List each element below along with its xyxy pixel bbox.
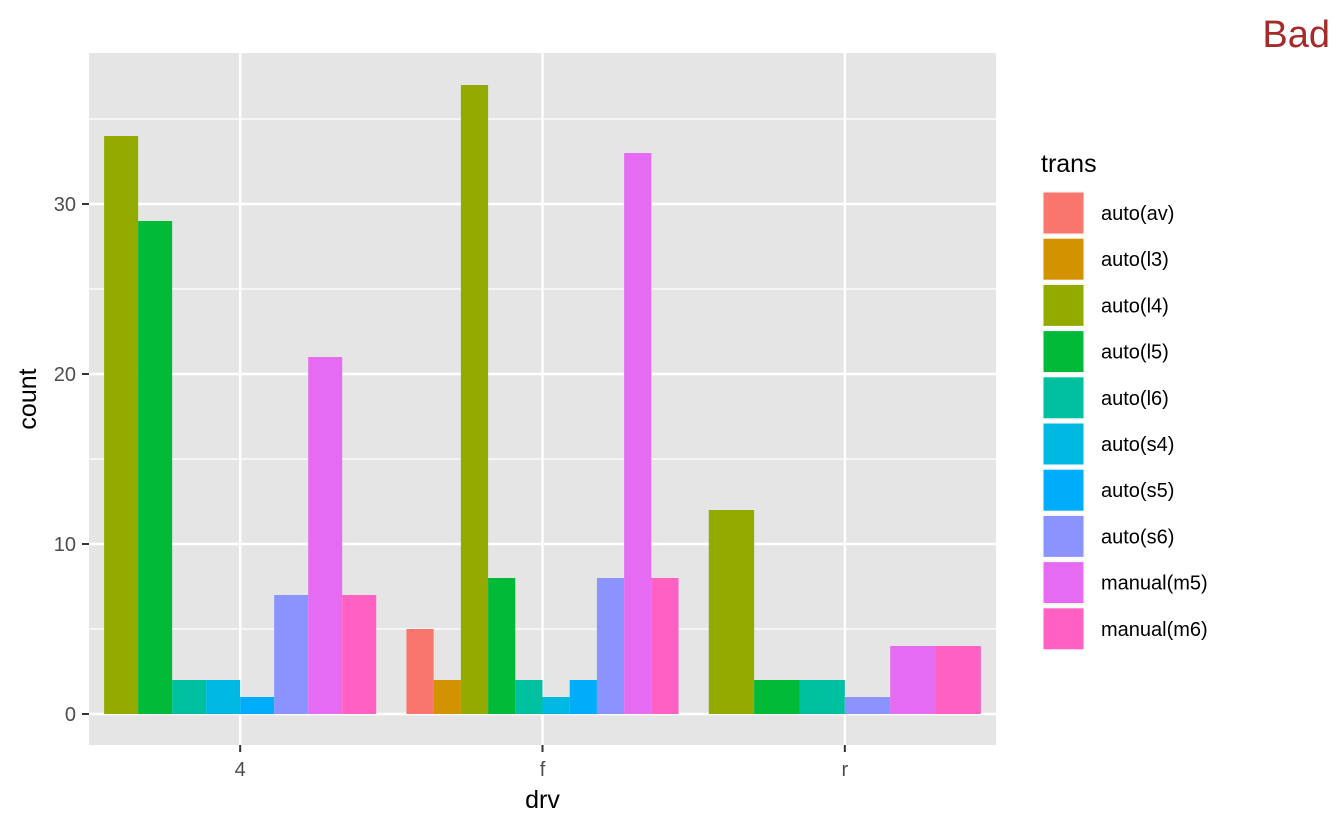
bar (308, 357, 343, 714)
bar (172, 680, 207, 714)
bar (844, 697, 891, 714)
legend-swatch (1042, 514, 1085, 558)
bar (460, 85, 489, 714)
bar (651, 578, 679, 714)
bar (488, 578, 516, 714)
bar (935, 646, 981, 714)
x-tick-label: 4 (235, 759, 246, 781)
legend-label: auto(l4) (1101, 295, 1169, 317)
bar (624, 153, 652, 714)
bar (708, 510, 755, 714)
legend: trans auto(av) auto(l3) auto(l4) auto(l5) au… (1041, 150, 1208, 651)
bar (138, 221, 173, 714)
y-axis: 0 10 20 30 (54, 194, 89, 726)
x-tick-label: r (841, 759, 848, 781)
bar (754, 680, 800, 714)
bars (104, 85, 981, 714)
bar (342, 595, 377, 714)
x-axis: 4 f r (235, 745, 848, 781)
y-tick-label: 0 (65, 704, 76, 726)
legend-label: manual(m5) (1101, 573, 1208, 595)
bar (515, 680, 543, 714)
y-tick-label: 10 (54, 534, 76, 556)
bar (406, 629, 434, 714)
x-axis-label: drv (525, 786, 560, 814)
bar (104, 136, 139, 714)
y-tick-label: 20 (54, 364, 76, 386)
legend-label: auto(av) (1101, 203, 1174, 225)
legend-label: auto(l6) (1101, 388, 1169, 410)
legend-swatch (1042, 607, 1085, 651)
legend-label: auto(l5) (1101, 342, 1169, 364)
corner-tag: Bad (1262, 14, 1330, 56)
bar (542, 697, 570, 714)
legend-swatch (1042, 283, 1085, 327)
legend-label: manual(m6) (1101, 619, 1208, 641)
legend-title: trans (1041, 150, 1097, 178)
legend-label: auto(s5) (1101, 480, 1174, 502)
legend-label: auto(l3) (1101, 249, 1169, 271)
x-tick-label: f (540, 759, 546, 781)
bar (569, 680, 597, 714)
bar (890, 646, 936, 714)
legend-swatch (1042, 468, 1085, 512)
legend-swatch (1042, 191, 1085, 235)
bar (240, 697, 275, 714)
y-axis-label: count (14, 368, 42, 429)
bar (274, 595, 309, 714)
legend-label: auto(s4) (1101, 434, 1174, 456)
y-tick-label: 30 (54, 194, 76, 216)
legend-swatch (1042, 237, 1085, 281)
bar (799, 680, 845, 714)
legend-swatch (1042, 422, 1085, 466)
bar (206, 680, 241, 714)
bar (433, 680, 461, 714)
legend-swatch (1042, 376, 1085, 420)
legend-swatch (1042, 561, 1085, 605)
legend-swatch (1042, 330, 1085, 374)
legend-label: auto(s6) (1101, 526, 1174, 548)
bar (596, 578, 625, 714)
